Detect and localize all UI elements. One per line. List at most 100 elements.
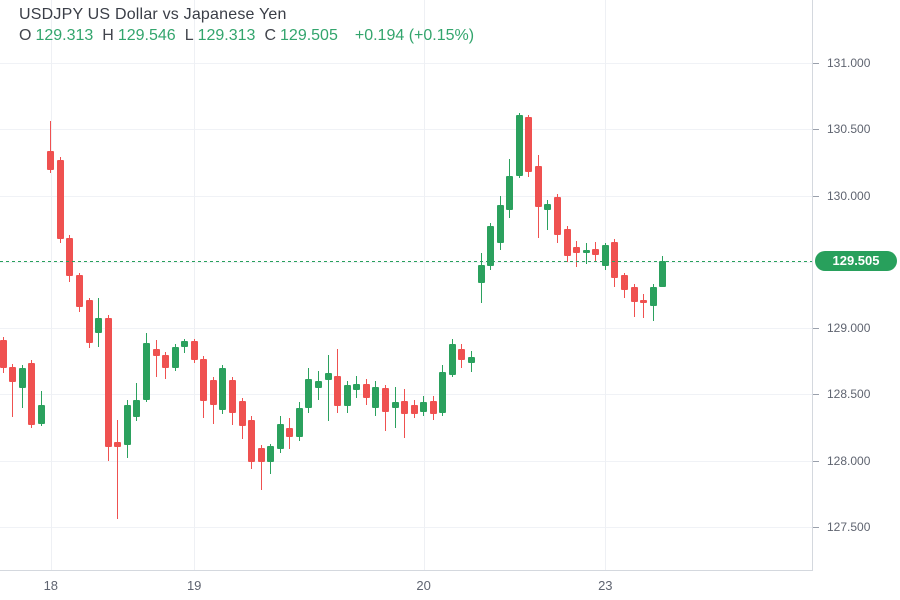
- candle-body: [47, 150, 55, 171]
- candle-body: [420, 402, 428, 412]
- candle-body: [649, 287, 657, 306]
- candle-body: [353, 383, 361, 391]
- candle-body: [630, 287, 638, 302]
- candle-body: [104, 317, 112, 448]
- candle-body: [515, 114, 523, 176]
- time-axis[interactable]: 18 19 20 23: [0, 570, 813, 600]
- candle-body: [114, 442, 122, 448]
- candle-body: [381, 387, 389, 412]
- candle-body: [171, 346, 179, 368]
- ohlc-open-value: 129.313: [35, 27, 94, 44]
- candle-body: [525, 117, 533, 172]
- candle-body: [9, 366, 17, 383]
- price-axis-label: 130.000: [827, 188, 871, 203]
- ohlc-close-value: 129.505: [280, 27, 338, 44]
- candle-body: [458, 349, 466, 360]
- candle-body: [324, 373, 332, 380]
- grid-line-horizontal: [0, 261, 812, 263]
- candle-body: [554, 196, 561, 236]
- candle-body: [496, 204, 504, 244]
- grid-line-horizontal: [0, 195, 812, 197]
- grid-line-horizontal: [0, 460, 812, 462]
- price-axis-tick: [813, 394, 819, 396]
- candle-body: [429, 401, 437, 415]
- candle-body: [0, 340, 7, 368]
- ohlc-high-label: H: [102, 27, 114, 44]
- candle-body: [334, 375, 342, 407]
- candle-body: [401, 401, 408, 415]
- candle-body: [257, 447, 265, 463]
- candle-wick: [50, 121, 52, 173]
- candle-body: [362, 383, 370, 399]
- grid-line-horizontal: [0, 63, 812, 64]
- candle-wick: [547, 199, 549, 230]
- price-axis-tick: [813, 527, 819, 528]
- candle-body: [209, 379, 217, 405]
- candle-body: [611, 242, 619, 278]
- candle-wick: [576, 240, 578, 268]
- price-axis-label: 130.500: [827, 122, 871, 137]
- time-axis-label: 18: [43, 578, 59, 593]
- price-axis-tick: [813, 328, 819, 330]
- ohlc-change-value: +0.194 (+0.15%): [354, 27, 475, 44]
- candle-body: [563, 228, 571, 257]
- candle-wick: [155, 340, 157, 378]
- candle-body: [123, 405, 131, 445]
- candle-body: [659, 261, 667, 287]
- candle-body: [601, 244, 609, 266]
- candle-body: [95, 317, 103, 334]
- ohlc-high-value: 129.546: [117, 27, 176, 44]
- grid-line-horizontal: [0, 527, 812, 528]
- time-axis-label: 20: [416, 578, 431, 593]
- candle-body: [133, 399, 141, 417]
- candle-body: [620, 275, 628, 290]
- candle-body: [544, 203, 552, 211]
- candle-body: [181, 341, 189, 347]
- chart-legend: USDJPY US Dollar vs Japanese Yen O 129.31…: [19, 6, 474, 45]
- candle-wick: [585, 243, 587, 265]
- candle-body: [506, 175, 514, 211]
- price-axis-label: 127.500: [827, 520, 871, 534]
- candle-body: [410, 405, 418, 415]
- candle-body: [573, 247, 581, 253]
- candle-body: [305, 378, 313, 408]
- grid-line-vertical: [423, 0, 425, 570]
- candle-body: [439, 371, 447, 413]
- price-axis[interactable]: 129.505 131.000 130.500 130.000 129.000 128.…: [812, 0, 900, 570]
- ohlc-close-label: C: [264, 27, 277, 44]
- candle-body: [343, 385, 351, 407]
- candle-body: [477, 264, 485, 284]
- candle-body: [295, 407, 303, 437]
- candle-body: [37, 405, 45, 424]
- candle-body: [592, 248, 600, 256]
- candle-body: [372, 386, 380, 408]
- candle-wick: [260, 444, 262, 490]
- candle-body: [467, 357, 475, 363]
- candle-wick: [117, 419, 119, 519]
- candle-body: [85, 300, 93, 343]
- grid-line-horizontal: [0, 328, 812, 330]
- candle-body: [276, 423, 284, 449]
- price-axis-tick: [813, 129, 819, 131]
- candle-body: [56, 159, 64, 240]
- price-axis-tick: [813, 63, 819, 64]
- grid-line-vertical: [50, 0, 52, 570]
- candle-body: [391, 402, 399, 408]
- current-price-line: [0, 261, 812, 263]
- candle-body: [534, 166, 542, 208]
- candle-body: [142, 342, 150, 400]
- symbol-title: USDJPY US Dollar vs Japanese Yen: [19, 6, 287, 23]
- time-axis-label: 23: [598, 578, 613, 593]
- ohlc-open-label: O: [19, 27, 32, 44]
- candle-body: [228, 379, 236, 413]
- chart-plot-area[interactable]: [0, 0, 812, 570]
- candle-body: [219, 367, 227, 411]
- price-axis-tick: [813, 195, 819, 197]
- candle-body: [152, 349, 160, 356]
- price-axis-label: 128.000: [827, 453, 871, 468]
- candle-body: [248, 419, 256, 462]
- candle-body: [66, 238, 74, 277]
- price-axis-label: 131.000: [827, 56, 871, 70]
- grid-line-vertical: [194, 0, 196, 570]
- grid-line-vertical: [605, 0, 607, 570]
